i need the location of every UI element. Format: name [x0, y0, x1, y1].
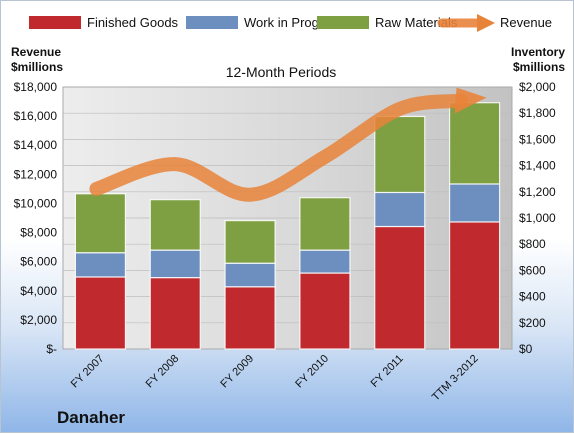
bar-finished-goods [299, 272, 351, 350]
bars [74, 102, 501, 350]
bar-finished-goods [224, 286, 276, 350]
left-tick-label: $4,000 [20, 284, 57, 298]
right-tick-label: $400 [519, 290, 546, 304]
right-axis-title-line1: Inventory [511, 45, 565, 59]
bar-finished-goods [74, 276, 127, 350]
bar-finished-goods [149, 277, 201, 350]
bar-raw-materials [149, 199, 201, 251]
bar-work-in-progress [74, 252, 127, 278]
right-tick-label: $200 [519, 316, 546, 330]
right-tick-label: $1,200 [519, 185, 556, 199]
right-tick-label: $800 [519, 237, 546, 251]
bar-work-in-progress [224, 262, 276, 288]
bar-work-in-progress [448, 183, 501, 223]
right-tick-label: $0 [519, 342, 533, 356]
right-tick-label: $2,000 [519, 80, 556, 94]
bar-raw-materials [448, 102, 501, 185]
right-tick-label: $1,800 [519, 106, 556, 120]
right-axis-ticks: $0 $200 $400 $600 $800 $1,000 $1,200 $1,400 $1,6… [519, 80, 556, 356]
left-tick-label: $10,000 [14, 196, 58, 210]
left-tick-label: $18,000 [14, 80, 58, 94]
left-axis-title-line2: $millions [11, 60, 63, 74]
chart-subtitle: 12-Month Periods [226, 64, 337, 80]
bar-work-in-progress [374, 191, 426, 228]
category-label: FY 2009 [218, 353, 256, 391]
left-tick-label: $2,000 [20, 313, 57, 327]
company-name: Danaher [57, 408, 125, 427]
legend-label-raw-materials: Raw Materials [375, 15, 458, 30]
left-tick-label: $8,000 [20, 226, 57, 240]
legend-label-finished-goods: Finished Goods [87, 15, 179, 30]
left-tick-label: $14,000 [14, 138, 58, 152]
legend-swatch-work-in-progress [186, 16, 238, 29]
bar-raw-materials [74, 193, 127, 254]
left-axis-ticks: $- $2,000 $4,000 $6,000 $8,000 $10,000 $12,000… [14, 80, 58, 356]
category-label: TTM 3-2012 [430, 353, 481, 404]
category-label: FY 2011 [369, 353, 406, 390]
right-tick-label: $1,600 [519, 132, 556, 146]
bar-work-in-progress [149, 249, 201, 279]
legend: Finished Goods Work in Progress Raw Mate… [29, 14, 552, 32]
right-tick-label: $1,000 [519, 211, 556, 225]
category-label: FY 2008 [144, 353, 182, 391]
bar-raw-materials [374, 115, 426, 194]
legend-item-raw-materials: Raw Materials [317, 15, 458, 30]
left-tick-label: $12,000 [14, 167, 58, 181]
right-tick-label: $1,400 [519, 159, 556, 173]
left-tick-label: $6,000 [20, 255, 57, 269]
bar-raw-materials [299, 197, 351, 251]
right-tick-label: $600 [519, 263, 546, 277]
revenue-arrowhead [454, 87, 487, 114]
left-tick-label: $- [46, 342, 57, 356]
bar-work-in-progress [299, 249, 351, 274]
left-axis-title-line1: Revenue [11, 45, 61, 59]
legend-item-finished-goods: Finished Goods [29, 15, 179, 30]
legend-label-revenue: Revenue [500, 15, 552, 30]
bar-raw-materials [224, 220, 276, 264]
category-label: FY 2010 [293, 353, 331, 391]
category-labels: FY 2007 FY 2008 FY 2009 FY 2010 FY 2011 TTM 3… [69, 353, 481, 404]
legend-swatch-raw-materials [317, 16, 369, 29]
bar-finished-goods [374, 225, 426, 350]
legend-swatch-finished-goods [29, 16, 81, 29]
category-label: FY 2007 [69, 353, 107, 391]
right-axis-title-line2: $millions [513, 60, 565, 74]
legend-arrow-revenue [477, 14, 495, 32]
bar-finished-goods [448, 221, 501, 350]
legend-item-revenue: Revenue [437, 14, 552, 32]
revenue-line [89, 93, 468, 202]
left-tick-label: $16,000 [14, 109, 58, 123]
